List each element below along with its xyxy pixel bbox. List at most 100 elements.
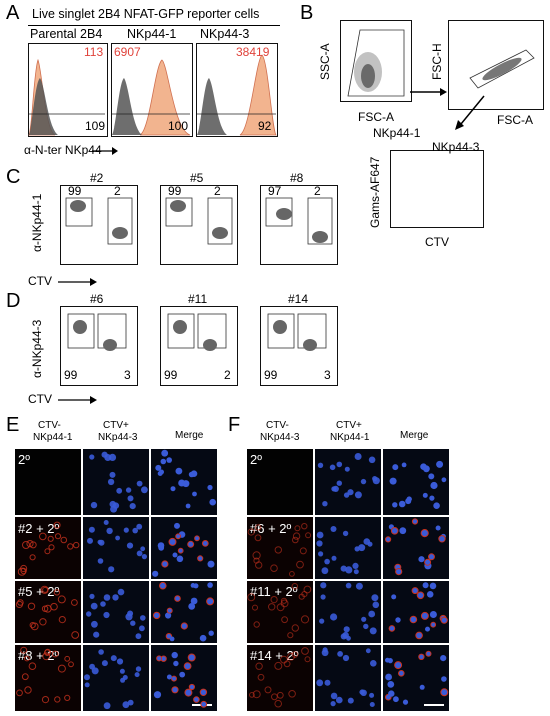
cell-dot (115, 535, 120, 541)
panel-d-blob-top-1 (73, 320, 87, 334)
cell-dot (116, 658, 124, 665)
cell-dot (48, 544, 55, 551)
panel-c-blob-bot-1 (112, 227, 128, 239)
cell-dot (29, 554, 36, 561)
cell-dot (68, 661, 74, 668)
cell-dot (129, 503, 136, 510)
cell-dot (352, 562, 359, 570)
cell-dot (280, 655, 288, 664)
cell-dot (343, 626, 350, 633)
cell-dot (119, 668, 125, 674)
panel-c-plot-2-left: 99 (168, 184, 182, 198)
cell-dot (438, 535, 446, 543)
gate-polygon-plot1 (347, 29, 405, 97)
cell-dot (174, 595, 181, 602)
cell-dot (159, 581, 167, 590)
cell-dot (177, 547, 184, 554)
cell-dot (287, 632, 294, 639)
panel-e-header-3: Merge (175, 430, 204, 441)
gate-singlets-plot2 (469, 49, 535, 89)
cell-dot (97, 558, 104, 564)
cell-dot (440, 655, 447, 662)
cell-dot (289, 571, 295, 577)
cell-dot (190, 597, 198, 605)
cell-dot (301, 647, 309, 655)
cell-dot (112, 594, 119, 601)
cell-dot (385, 536, 392, 543)
cell-dot (175, 467, 183, 475)
cell-dot (187, 540, 195, 548)
gating-arrow-2-head (455, 120, 464, 130)
cell-dot (44, 649, 51, 657)
cell-dot (153, 691, 162, 699)
cell-dot (169, 636, 175, 642)
cell-dot (107, 478, 115, 486)
cell-dot (159, 469, 164, 475)
cell-dot (171, 675, 177, 682)
cell-dot (176, 555, 184, 563)
cell-dot (116, 487, 123, 494)
cell-dot (175, 533, 182, 540)
cell-dot (22, 541, 30, 549)
cell-dot (193, 696, 200, 703)
panel-d-plot-1-left: 99 (64, 368, 78, 382)
cell-dot (208, 630, 214, 636)
cell-dot (64, 694, 71, 702)
gating-plot-2 (448, 20, 544, 110)
cell-dot (322, 501, 328, 507)
cell-dot (168, 537, 177, 546)
cell-dot (110, 655, 117, 662)
cell-dot (316, 679, 324, 687)
cell-dot (180, 622, 188, 630)
gating-plot1-xlabel: FSC-A (358, 110, 394, 124)
cell-dot (174, 522, 180, 529)
cell-dot (152, 570, 159, 577)
cell-dot (392, 502, 398, 508)
cell-dot (209, 498, 216, 506)
cell-dot (42, 652, 51, 661)
cell-dot (103, 594, 111, 601)
cell-dot (337, 651, 343, 657)
cell-dot (183, 662, 192, 670)
cell-dot (420, 529, 429, 538)
cell-dot (173, 660, 179, 667)
cell-dot (50, 602, 58, 611)
cell-dot (127, 610, 134, 617)
cell-dot (53, 521, 61, 529)
cell-dot (430, 621, 437, 628)
cell-dot (330, 613, 338, 621)
panel-c-xlabel-arrowhead (90, 278, 97, 286)
cell-dot (43, 604, 52, 613)
cell-dot (64, 655, 71, 662)
cell-dot (101, 660, 108, 667)
cell-dot (372, 601, 380, 609)
cell-dot (336, 461, 343, 468)
cell-dot (324, 679, 331, 686)
cell-dot (429, 495, 435, 501)
cell-dot (21, 673, 29, 681)
cell-dot (166, 607, 173, 614)
cell-dot (90, 501, 98, 509)
cell-dot (398, 500, 406, 508)
cell-dot (416, 591, 425, 600)
cell-dot (136, 523, 143, 530)
panel-a-top-value-1: 113 (84, 45, 104, 59)
cell-dot (26, 540, 34, 548)
cell-dot (84, 674, 90, 681)
cell-dot (100, 601, 106, 607)
cell-dot (354, 491, 362, 499)
cell-dot (411, 587, 419, 595)
cell-dot (57, 595, 66, 604)
panel-d-xlabel-arrowhead (90, 396, 97, 404)
cell-dot (440, 688, 449, 697)
panel-d-blob-bot-3 (303, 339, 317, 351)
cell-dot (343, 492, 350, 498)
cell-dot (355, 582, 363, 590)
panel-c-blob-bot-2 (212, 227, 228, 239)
cell-dot (15, 600, 23, 609)
panel-d-gate-left-1 (67, 313, 95, 349)
cell-dot (321, 649, 329, 657)
cell-dot (136, 480, 143, 487)
cell-dot (363, 623, 369, 630)
